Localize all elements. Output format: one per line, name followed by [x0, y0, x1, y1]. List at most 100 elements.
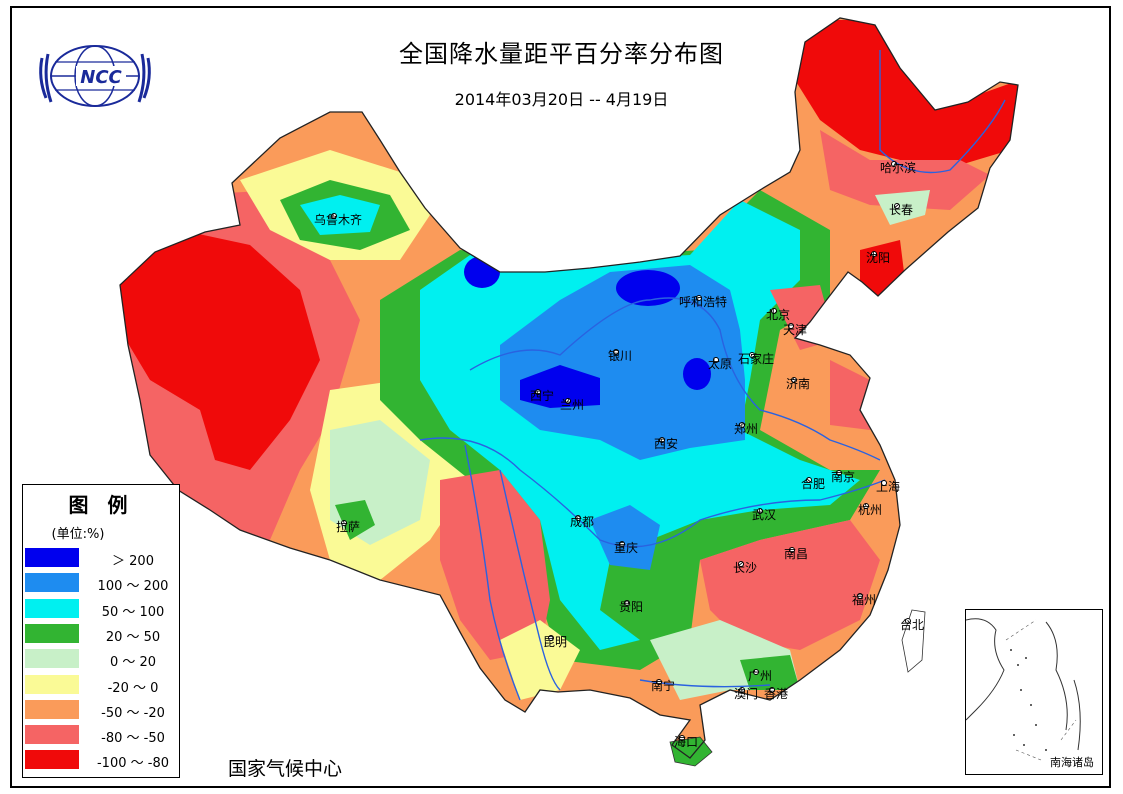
city-marker-icon	[789, 547, 795, 553]
city-marker-icon	[679, 735, 685, 741]
city-marker-icon	[535, 389, 541, 395]
issuer-label: 国家气候中心	[228, 758, 343, 780]
legend-unit: (单位:%)	[51, 527, 105, 542]
city-marker-icon	[341, 520, 347, 526]
legend-item: 100 ～ 200	[25, 570, 179, 595]
city-marker-icon	[769, 687, 775, 693]
map-title: 全国降水量距平百分率分布图	[399, 40, 724, 68]
legend-swatch	[25, 649, 79, 669]
city-marker-icon	[863, 503, 869, 509]
city-marker-icon	[696, 295, 702, 301]
city-marker-icon	[738, 561, 744, 567]
city-label: 福州	[852, 592, 876, 607]
city-marker-icon	[619, 541, 625, 547]
legend-item: 0 ～ 20	[25, 646, 179, 671]
city-marker-icon	[881, 480, 887, 486]
city-label: 重庆	[614, 541, 638, 555]
city-label: 上海	[876, 479, 900, 494]
city-label: 北京	[766, 308, 790, 322]
city-label: 合肥	[801, 476, 825, 491]
city-label: 太原	[708, 356, 732, 371]
city-label: 西宁	[530, 388, 554, 403]
city-label: 乌鲁木齐	[314, 212, 362, 227]
south-china-sea-inset: 南海诸岛	[965, 609, 1103, 775]
legend-label: 0 ～ 20	[109, 655, 157, 671]
city-label: 南京	[831, 469, 855, 484]
city-label: 香港	[764, 687, 788, 701]
city-label: 呼和浩特	[679, 294, 727, 309]
legend-label: 100 ～ 200	[97, 579, 169, 595]
city-label: 济南	[786, 376, 810, 391]
ncc-logo: NCC	[36, 38, 154, 112]
city-label: 杭州	[858, 502, 882, 517]
city-marker-icon	[791, 377, 797, 383]
city-marker-icon	[905, 618, 911, 624]
city-label: 海口	[674, 734, 698, 749]
legend-item: -80 ～ -50	[25, 722, 179, 747]
city-marker-icon	[659, 437, 665, 443]
city-marker-icon	[548, 635, 554, 641]
logo-text: NCC	[80, 67, 122, 88]
city-label: 天津	[783, 323, 807, 337]
legend-title: 图 例	[68, 493, 134, 517]
south-china-sea-islands-icon	[965, 618, 1081, 761]
taiwan-island	[901, 609, 926, 673]
city-marker-icon	[871, 251, 877, 257]
city-marker-icon	[613, 349, 619, 355]
legend-label: -20 ～ 0	[107, 680, 159, 696]
legend-label: -80 ～ -50	[101, 731, 165, 747]
legend-swatch	[25, 623, 79, 643]
city-label: 南昌	[784, 546, 808, 561]
city-label: 银川	[608, 349, 632, 363]
city-marker-icon	[739, 687, 745, 693]
legend-label: 50 ～ 100	[101, 604, 165, 620]
map-subtitle: 2014年03月20日 -- 4月19日	[454, 90, 669, 109]
city-marker-icon	[331, 213, 337, 219]
china-border	[119, 17, 1019, 759]
inset-label: 南海诸岛	[1050, 756, 1094, 769]
legend-item: -20 ～ 0	[25, 672, 179, 697]
city-marker-icon	[806, 477, 812, 483]
legend-swatch	[25, 548, 79, 567]
city-marker-icon	[771, 308, 777, 314]
legend-label: ＞ 200	[112, 554, 154, 569]
city-label: 广州	[748, 669, 772, 683]
city-label: 郑州	[734, 421, 758, 436]
legend-label: 20 ～ 50	[105, 629, 161, 645]
city-marker-icon	[656, 679, 662, 685]
city-label: 武汉	[752, 508, 776, 522]
city-marker-icon	[894, 203, 900, 209]
city-marker-icon	[575, 515, 581, 521]
city-label: 兰州	[560, 398, 584, 412]
legend-item: 20 ～ 50	[25, 621, 179, 646]
city-marker-icon	[757, 508, 763, 514]
city-label: 沈阳	[866, 250, 890, 265]
legend-item: 50 ～ 100	[25, 596, 179, 621]
city-marker-icon	[713, 357, 719, 363]
legend-swatch	[25, 750, 79, 770]
city-label: 南宁	[651, 678, 675, 693]
city-label: 石家庄	[738, 351, 774, 366]
legend-item: -50 ～ -20	[25, 697, 179, 722]
city-label: 贵阳	[619, 600, 643, 614]
city-marker-icon	[891, 161, 897, 167]
city-marker-icon	[836, 470, 842, 476]
city-marker-icon	[857, 593, 863, 599]
city-marker-icon	[565, 398, 571, 404]
legend-swatch	[25, 598, 79, 618]
city-label: 拉萨	[336, 519, 360, 534]
city-label: 长沙	[733, 561, 757, 575]
rivers	[419, 50, 1006, 701]
city-label: 昆明	[543, 635, 567, 649]
city-marker-icon	[739, 422, 745, 428]
city-label: 西安	[654, 436, 678, 451]
city-marker-icon	[753, 669, 759, 675]
legend: 图 例 (单位:%) ＞ 200 100 ～ 200 50 ～ 100 20 ～ 50…	[22, 484, 180, 778]
legend-label: -100 ～ -80	[96, 756, 169, 772]
legend-label: -50 ～ -20	[101, 705, 165, 721]
ncc-globe-logo-icon: NCC	[39, 45, 151, 107]
legend-swatch	[25, 699, 79, 719]
city-marker-icon	[749, 352, 755, 358]
